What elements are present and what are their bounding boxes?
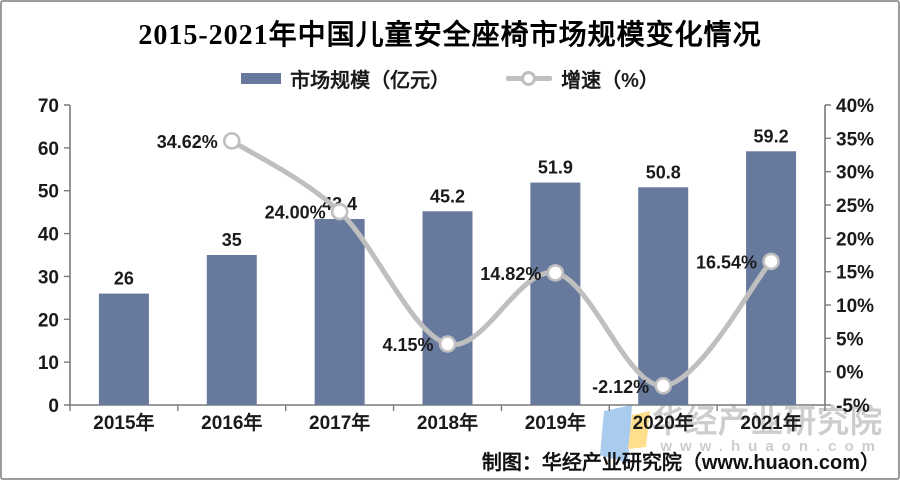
left-axis-tick-label: 40 — [38, 225, 59, 246]
legend: 市场规模（亿元） 增速（%） — [2, 63, 898, 93]
right-axis-tick-label: 35% — [836, 129, 874, 150]
line-marker-2020年 — [654, 376, 673, 395]
left-axis-tick-label: 20 — [38, 310, 59, 331]
line-swatch-icon — [506, 70, 553, 86]
right-axis-tick-label: 25% — [836, 196, 874, 217]
x-axis-label: 2020年 — [633, 411, 694, 434]
bar-2021年 — [746, 151, 797, 405]
right-axis-tick-label: 30% — [836, 163, 874, 184]
growth-value-label: 24.00% — [265, 203, 326, 223]
line-marker-icon — [521, 70, 537, 86]
growth-value-label: 4.15% — [382, 335, 433, 355]
right-axis-tick-label: 5% — [836, 329, 864, 350]
x-axis-label: 2016年 — [201, 411, 262, 434]
watermark-url: www.huaon.com — [660, 438, 883, 455]
source-caption: 制图：华经产业研究院（www.huaon.com） — [481, 452, 880, 474]
x-axis-label: 2018年 — [417, 411, 478, 434]
x-axis-label: 2017年 — [309, 411, 370, 434]
bar-2019年 — [530, 182, 581, 405]
right-axis-tick-label: 10% — [836, 296, 874, 317]
bar-swatch-icon — [241, 72, 282, 84]
huaon-logo-icon — [600, 405, 650, 463]
right-axis-tick-label: -5% — [836, 396, 870, 417]
bar-value-label: 59.2 — [754, 126, 789, 146]
left-axis-tick-label: 30 — [38, 267, 59, 288]
growth-value-label: 14.82% — [480, 264, 541, 284]
growth-value-label: -2.12% — [592, 377, 649, 397]
left-axis-tick-label: 10 — [38, 353, 59, 374]
growth-value-label: 34.62% — [157, 132, 218, 152]
left-axis-tick-label: 50 — [38, 182, 59, 203]
x-axis-label: 2015年 — [93, 411, 154, 434]
watermark-brand: 华经产业研究院 — [651, 403, 883, 439]
x-axis-label: 2021年 — [740, 411, 801, 434]
right-axis-tick-label: 20% — [836, 229, 874, 250]
line-marker-2018年 — [438, 335, 457, 353]
right-axis-tick-label: 40% — [836, 96, 874, 117]
right-axis-tick-label: 15% — [836, 263, 874, 284]
legend-item-market-size: 市场规模（亿元） — [241, 64, 450, 93]
x-axis-label: 2019年 — [525, 411, 586, 434]
legend-label-growth-rate: 增速（%） — [561, 69, 659, 92]
bar-value-label: 51.9 — [538, 158, 573, 178]
left-axis-tick-label: 0 — [48, 396, 59, 417]
bar-2017年 — [314, 219, 365, 405]
line-marker-2021年 — [762, 252, 780, 271]
chart-title: 2015-2021年中国儿童安全座椅市场规模变化情况 — [138, 20, 762, 51]
legend-item-growth-rate: 增速（%） — [506, 64, 659, 93]
bar-value-label: 35 — [222, 230, 242, 250]
bar-value-label: 50.8 — [646, 162, 681, 182]
left-axis-tick-label: 60 — [38, 139, 59, 160]
bar-value-label: 26 — [114, 269, 134, 289]
growth-value-label: 16.54% — [696, 252, 757, 272]
bar-2016年 — [206, 255, 257, 405]
logo-yellow-page — [628, 411, 650, 449]
line-marker-2017年 — [330, 202, 349, 221]
legend-label-market-size: 市场规模（亿元） — [290, 69, 451, 92]
line-marker-2019年 — [546, 264, 565, 282]
bar-2015年 — [98, 293, 149, 405]
bar-2018年 — [422, 211, 473, 405]
bar-2020年 — [638, 187, 689, 405]
line-marker-2016年 — [222, 132, 241, 150]
left-axis-tick-label: 70 — [38, 96, 59, 117]
bar-value-label: 45.2 — [430, 186, 465, 206]
logo-blue-page — [600, 405, 632, 463]
right-axis-tick-label: 0% — [836, 363, 864, 384]
